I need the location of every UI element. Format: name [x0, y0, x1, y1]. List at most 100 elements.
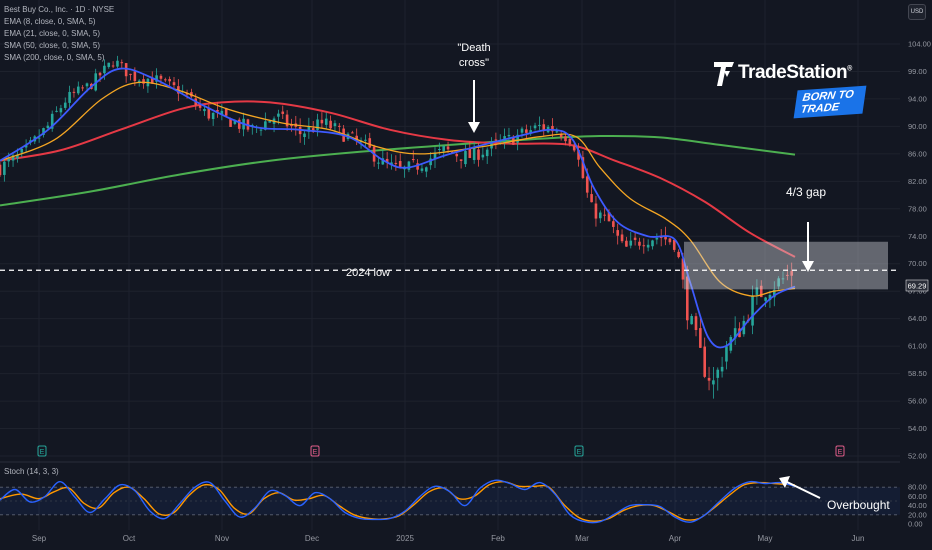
candle-body [264, 121, 267, 130]
gap-arrow [802, 222, 814, 272]
candle [72, 88, 76, 98]
candle-body [420, 168, 424, 171]
candle [542, 119, 546, 136]
candle-body [398, 161, 402, 167]
candle [629, 231, 633, 249]
candle [281, 105, 285, 120]
candle-body [616, 230, 619, 236]
y-tick-label: 90.00 [908, 122, 927, 131]
earnings-marker-label: E [838, 449, 843, 456]
candle [464, 144, 467, 167]
candles[interactable] [0, 55, 793, 399]
candle-body [207, 107, 211, 119]
candle [581, 151, 585, 180]
candle [264, 112, 267, 131]
earnings-marker: E [310, 445, 320, 457]
candle-body [538, 124, 541, 126]
candle-body [773, 289, 776, 298]
x-tick-label: Dec [305, 534, 319, 543]
candle [398, 153, 402, 169]
y-tick-label: 54.00 [908, 424, 927, 433]
candle [525, 124, 528, 140]
earnings-marker-label: E [40, 449, 45, 456]
candle-body [642, 245, 646, 247]
candle-body [472, 147, 476, 161]
legend-stoch[interactable]: Stoch (14, 3, 3) [4, 467, 59, 476]
y-tick-label: 70.00 [908, 259, 927, 268]
currency-badge[interactable]: USD [908, 4, 926, 20]
candle-body [77, 86, 80, 94]
candle [251, 123, 254, 135]
candle-body [203, 109, 206, 112]
y-tick-label: 104.00 [908, 40, 931, 49]
candle-body [72, 91, 76, 93]
candle [672, 238, 676, 253]
candle [155, 68, 158, 89]
candle [533, 122, 537, 131]
candle-body [755, 287, 759, 295]
candle-body [229, 118, 232, 127]
candle [77, 81, 80, 96]
candle [455, 152, 459, 162]
x-tick-label: Oct [123, 534, 136, 543]
candle-body [307, 126, 311, 132]
candle [216, 101, 219, 118]
candle [603, 207, 606, 222]
candle-body [786, 274, 789, 276]
candle-body [259, 129, 263, 131]
candle [699, 318, 702, 348]
candle-body [329, 120, 332, 129]
gap-annotation: 4/3 gap [786, 185, 826, 199]
candle-body [525, 129, 528, 133]
candle-body [651, 240, 654, 247]
candle-body [59, 108, 63, 113]
legend-sma50[interactable]: SMA (50, close, 0, SMA, 5) [4, 41, 100, 50]
candle-body [751, 296, 754, 326]
y-tick-label: 74.00 [908, 232, 927, 241]
legend-ema21[interactable]: EMA (21, close, 0, SMA, 5) [4, 29, 100, 38]
candle-body [164, 79, 167, 81]
candle-body [594, 203, 598, 219]
death-cross-arrow [468, 80, 480, 133]
candle-body [111, 65, 115, 67]
y-axis[interactable]: 104.00 99.00 94.00 90.00 86.00 82.00 78.00 74.0… [908, 40, 931, 461]
candle [472, 141, 476, 164]
candle-body [442, 146, 445, 152]
candle [420, 164, 424, 173]
x-axis[interactable]: Sep Oct Nov Dec 2025 Feb Mar Apr May Jun [32, 534, 865, 543]
candle-body [355, 135, 358, 140]
candle [407, 160, 411, 173]
candle-body [237, 119, 241, 129]
candle [11, 152, 15, 167]
candle [146, 78, 150, 93]
y-tick-label: 78.00 [908, 204, 927, 213]
sma50-line [0, 100, 796, 258]
candle-body [542, 124, 546, 130]
candle [594, 195, 598, 227]
candle [786, 264, 789, 281]
candle-body [564, 136, 567, 142]
candle-body [664, 235, 667, 240]
candle-body [85, 83, 89, 87]
candle [690, 313, 693, 325]
candle-body [433, 152, 437, 160]
candle-body [703, 346, 706, 377]
candle [107, 62, 111, 69]
legend-sma200[interactable]: SMA (200, close, 0, SMA, 5) [4, 53, 105, 62]
candle [164, 77, 167, 83]
candle [385, 151, 389, 169]
candle [377, 157, 380, 170]
candle-body [690, 315, 693, 325]
candle-body [646, 244, 650, 248]
candle [390, 154, 393, 170]
candle [577, 143, 580, 167]
candle [677, 249, 680, 259]
candle-body [768, 294, 772, 301]
candle [124, 63, 128, 83]
candle-body [572, 146, 576, 151]
earnings-marker-box [37, 445, 47, 457]
legend-ema8[interactable]: EMA (8, close, 0, SMA, 5) [4, 17, 96, 26]
y-tick-label: 99.00 [908, 67, 927, 76]
